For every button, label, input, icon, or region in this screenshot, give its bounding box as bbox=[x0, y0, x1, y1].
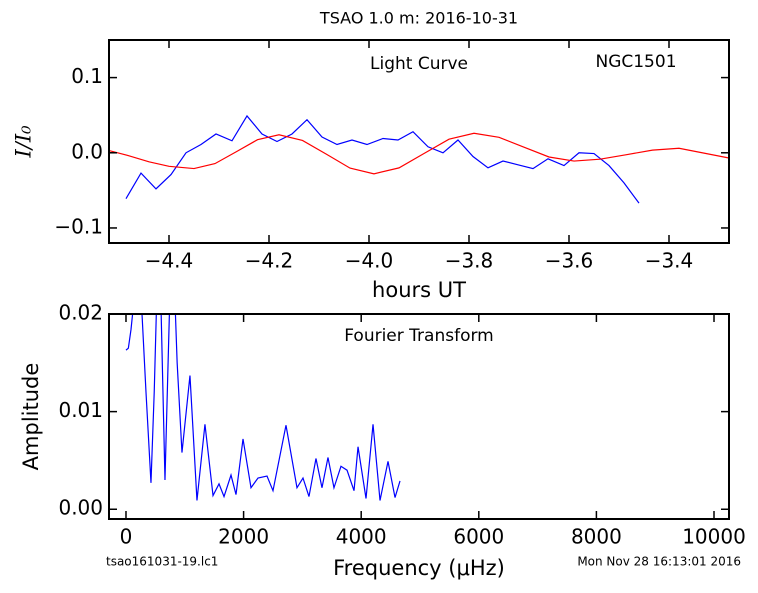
x-tick-label: −3.4 bbox=[645, 249, 694, 273]
x-tick-label: 0 bbox=[120, 525, 133, 549]
plot-frame bbox=[108, 39, 730, 244]
footer-right: Mon Nov 28 16:13:01 2016 bbox=[577, 555, 741, 569]
x-tick-label: 6000 bbox=[453, 525, 504, 549]
x-tick-label: −4.2 bbox=[245, 249, 294, 273]
footer-left: tsao161031-19.lc1 bbox=[106, 555, 218, 569]
x-tick-label: −4.0 bbox=[345, 249, 394, 273]
data-line bbox=[109, 132, 729, 175]
annotation: Fourier Transform bbox=[344, 326, 493, 346]
x-tick-label: −4.4 bbox=[145, 249, 194, 273]
y-tick-label: 0.1 bbox=[71, 64, 103, 88]
x-axis-label: hours UT bbox=[372, 278, 466, 302]
y-tick-label: −0.1 bbox=[54, 214, 103, 238]
y-tick-label: 0.00 bbox=[58, 496, 103, 520]
figure-title: TSAO 1.0 m: 2016-10-31 bbox=[319, 9, 518, 28]
x-tick-label: 2000 bbox=[218, 525, 269, 549]
x-tick-label: −3.6 bbox=[545, 249, 594, 273]
x-tick-label: 10000 bbox=[682, 525, 746, 549]
data-line bbox=[125, 114, 640, 204]
x-tick-label: −3.8 bbox=[445, 249, 494, 273]
x-tick-label: 4000 bbox=[336, 525, 387, 549]
y-tick-label: 0.02 bbox=[58, 301, 103, 325]
y-axis-label: Amplitude bbox=[19, 363, 43, 471]
annotation: Light Curve bbox=[370, 54, 468, 74]
y-tick-label: 0.01 bbox=[58, 398, 103, 422]
x-axis-label: Frequency (μHz) bbox=[333, 556, 505, 580]
y-tick-label: 0.0 bbox=[71, 139, 103, 163]
plot-frame bbox=[108, 313, 730, 520]
annotation: NGC1501 bbox=[595, 52, 676, 72]
data-line bbox=[125, 314, 401, 501]
y-axis-label: I/I₀ bbox=[12, 125, 36, 159]
x-tick-label: 8000 bbox=[571, 525, 622, 549]
